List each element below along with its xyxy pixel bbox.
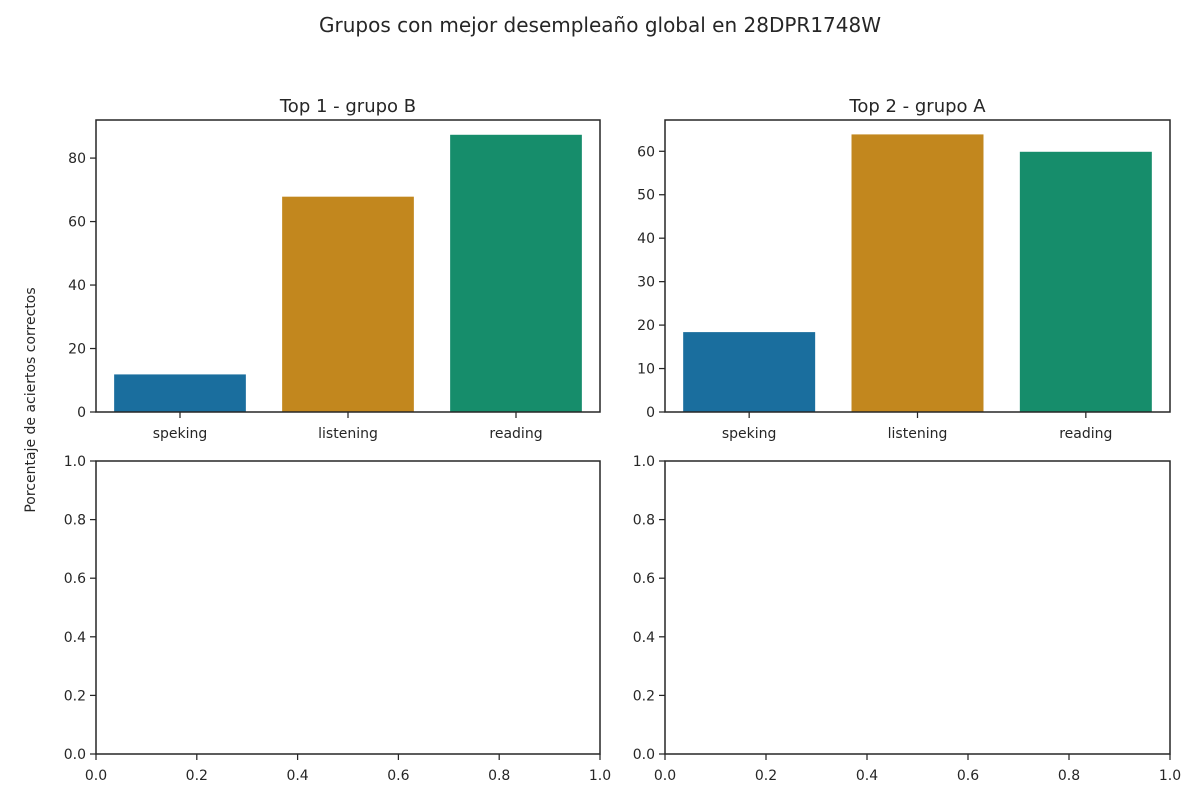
x-tick-label: 1.0 xyxy=(1159,768,1181,784)
x-tick-label: 1.0 xyxy=(589,768,611,784)
axes-frame xyxy=(664,460,1171,755)
y-tick-label: 40 xyxy=(68,278,86,294)
bar-reading xyxy=(449,133,583,413)
y-tick-label: 30 xyxy=(637,275,655,291)
y-tick-label: 10 xyxy=(637,362,655,378)
axes-frame xyxy=(664,119,1171,413)
y-tick-label: 40 xyxy=(637,231,655,247)
x-tick-label: 0.6 xyxy=(957,768,979,784)
y-tick-label: 0.4 xyxy=(64,630,86,646)
subplot-3: 0.0 0.2 0.4 0.6 0.8 1.0 0.0 0.2 0.4 0.6 0.8 1.0 xyxy=(64,454,611,784)
x-tick-label: 0.0 xyxy=(654,768,676,784)
y-tick-label: 60 xyxy=(68,215,86,231)
y-tick-label: 0.0 xyxy=(633,747,655,763)
y-tick-label: 0.0 xyxy=(64,747,86,763)
axes-frame xyxy=(95,119,601,413)
y-axis-label: Porcentaje de aciertos correctos xyxy=(23,287,39,512)
x-tick-label: 0.4 xyxy=(856,768,878,784)
bar-speking xyxy=(682,331,817,413)
x-tick-label: listening xyxy=(888,426,948,442)
bar-listening xyxy=(281,195,415,413)
y-tick-label: 1.0 xyxy=(64,454,86,470)
x-tick-label: reading xyxy=(489,426,542,442)
x-tick-label: speking xyxy=(722,426,777,442)
x-tick-label: 0.2 xyxy=(186,768,208,784)
x-tick-label: reading xyxy=(1059,426,1112,442)
subplot-1: Top 1 - grupo B speking listening reading 0 2… xyxy=(68,96,601,442)
x-tick-label: 0.4 xyxy=(286,768,308,784)
y-tick-label: 0.2 xyxy=(64,688,86,704)
y-tick-label: 0.8 xyxy=(64,513,86,529)
x-tick-label: 0.8 xyxy=(488,768,510,784)
x-tick-label: 0.2 xyxy=(755,768,777,784)
y-tick-label: 0 xyxy=(646,405,655,421)
y-tick-label: 20 xyxy=(637,318,655,334)
subplot-2: Top 2 - grupo A speking listening reading 0 1… xyxy=(637,96,1171,442)
y-tick-label: 0 xyxy=(77,405,86,421)
y-tick-label: 0.6 xyxy=(64,571,86,587)
figure-title: Grupos con mejor desempleaño global en 2… xyxy=(319,13,881,37)
x-tick-label: 0.0 xyxy=(85,768,107,784)
y-tick-label: 80 xyxy=(68,151,86,167)
bar-reading xyxy=(1018,150,1153,413)
y-tick-label: 0.8 xyxy=(633,513,655,529)
x-tick-label: listening xyxy=(318,426,378,442)
x-tick-label: 0.8 xyxy=(1058,768,1080,784)
x-tick-label: speking xyxy=(153,426,208,442)
y-tick-label: 50 xyxy=(637,188,655,204)
y-tick-label: 60 xyxy=(637,144,655,160)
axes-frame xyxy=(95,460,601,755)
y-tick-label: 20 xyxy=(68,342,86,358)
subplot-4: 0.0 0.2 0.4 0.6 0.8 1.0 0.0 0.2 0.4 0.6 0.8 1.0 xyxy=(633,454,1181,784)
bar-speking xyxy=(113,373,247,413)
subplot-title: Top 1 - grupo B xyxy=(279,96,416,117)
subplot-title: Top 2 - grupo A xyxy=(848,96,986,117)
y-tick-label: 0.6 xyxy=(633,571,655,587)
subplots-grid: Top 1 - grupo B speking listening reading 0 2… xyxy=(64,96,1181,784)
x-tick-label: 0.6 xyxy=(387,768,409,784)
bar-listening xyxy=(850,133,985,413)
y-tick-label: 0.4 xyxy=(633,630,655,646)
y-tick-label: 0.2 xyxy=(633,688,655,704)
y-tick-label: 1.0 xyxy=(633,454,655,470)
